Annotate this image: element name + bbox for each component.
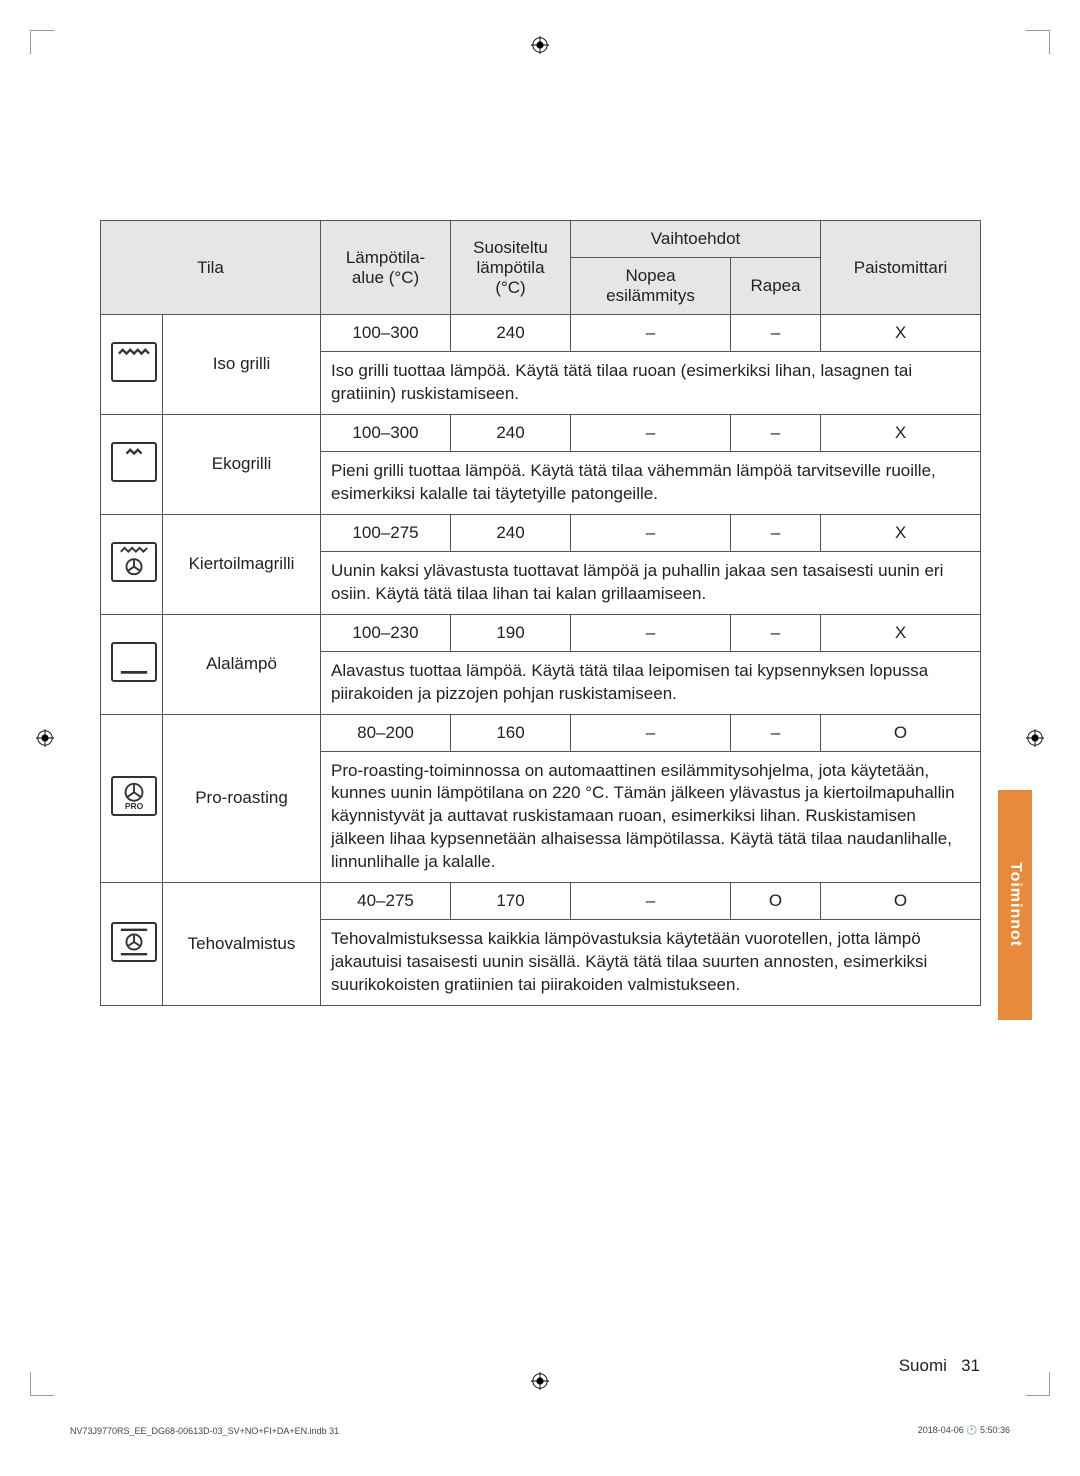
cell-rapea: – (731, 714, 821, 751)
mode-name: Pro-roasting (163, 714, 321, 883)
th-vaihtoehdot: Vaihtoehdot (571, 221, 821, 258)
table-row: PROPro-roasting80–200160––O (101, 714, 981, 751)
table-row: Alalämpö100–230190––X (101, 614, 981, 651)
mode-icon (111, 542, 157, 582)
th-rapea: Rapea (731, 258, 821, 315)
mode-description: Iso grilli tuottaa lämpöä. Käytä tätä ti… (321, 352, 981, 415)
modes-table: Tila Lämpötila-alue (°C) Suositeltu lämp… (100, 220, 981, 1006)
th-tila: Tila (101, 221, 321, 315)
cell-range: 100–230 (321, 614, 451, 651)
cell-probe: X (821, 315, 981, 352)
cell-range: 40–275 (321, 883, 451, 920)
table-row: Ekogrilli100–300240––X (101, 414, 981, 451)
mode-icon-cell (101, 514, 163, 614)
mode-icon-cell: PRO (101, 714, 163, 883)
cell-range: 80–200 (321, 714, 451, 751)
mode-description: Tehovalmistuksessa kaikkia lämpövastuksi… (321, 920, 981, 1006)
th-suositeltu: Suositeltu lämpötila (°C) (451, 221, 571, 315)
mode-icon (111, 922, 157, 962)
svg-text:PRO: PRO (125, 801, 144, 811)
cell-rapea: – (731, 414, 821, 451)
cell-range: 100–300 (321, 414, 451, 451)
cell-probe: O (821, 883, 981, 920)
mode-description: Pro-roasting-toiminnossa on automaattine… (321, 751, 981, 883)
registration-mark-icon (530, 1371, 550, 1391)
cell-rapea: O (731, 883, 821, 920)
section-tab: Toiminnot (998, 790, 1032, 1020)
mode-name: Ekogrilli (163, 414, 321, 514)
mode-icon (111, 442, 157, 482)
mode-name: Alalämpö (163, 614, 321, 714)
cell-nopea: – (571, 414, 731, 451)
mode-icon-cell (101, 315, 163, 415)
mode-description: Pieni grilli tuottaa lämpöä. Käytä tätä … (321, 451, 981, 514)
cell-nopea: – (571, 714, 731, 751)
mode-icon: PRO (111, 776, 157, 816)
cell-temp: 240 (451, 315, 571, 352)
cell-temp: 190 (451, 614, 571, 651)
mode-icon-cell (101, 883, 163, 1006)
cell-range: 100–300 (321, 315, 451, 352)
mode-description: Alavastus tuottaa lämpöä. Käytä tätä til… (321, 651, 981, 714)
cell-probe: X (821, 514, 981, 551)
print-timestamp: 2018-04-06 🕐 5:50:36 (918, 1425, 1010, 1436)
mode-icon (111, 342, 157, 382)
page-footer: Suomi 31 (899, 1356, 980, 1376)
th-paistomittari: Paistomittari (821, 221, 981, 315)
cell-rapea: – (731, 614, 821, 651)
cell-nopea: – (571, 514, 731, 551)
mode-icon (111, 642, 157, 682)
mode-icon-cell (101, 614, 163, 714)
print-filename: NV73J9770RS_EE_DG68-00613D-03_SV+NO+FI+D… (70, 1426, 339, 1436)
cell-nopea: – (571, 614, 731, 651)
th-nopea: Nopea esilämmitys (571, 258, 731, 315)
footer-language: Suomi (899, 1356, 947, 1375)
cell-range: 100–275 (321, 514, 451, 551)
crop-mark (1026, 1372, 1050, 1396)
mode-description: Uunin kaksi ylävastusta tuottavat lämpöä… (321, 551, 981, 614)
page-content: Tila Lämpötila-alue (°C) Suositeltu lämp… (0, 0, 1080, 1106)
footer-page-number: 31 (961, 1356, 980, 1375)
cell-temp: 240 (451, 514, 571, 551)
th-lampotila-alue: Lämpötila-alue (°C) (321, 221, 451, 315)
mode-name: Kiertoilmagrilli (163, 514, 321, 614)
table-row: Iso grilli100–300240––X (101, 315, 981, 352)
crop-mark (30, 1372, 54, 1396)
table-body: Iso grilli100–300240––XIso grilli tuotta… (101, 315, 981, 1006)
cell-nopea: – (571, 883, 731, 920)
cell-probe: X (821, 414, 981, 451)
cell-temp: 240 (451, 414, 571, 451)
table-row: Kiertoilmagrilli100–275240––X (101, 514, 981, 551)
table-header: Tila Lämpötila-alue (°C) Suositeltu lämp… (101, 221, 981, 315)
mode-icon-cell (101, 414, 163, 514)
mode-name: Tehovalmistus (163, 883, 321, 1006)
cell-probe: X (821, 614, 981, 651)
cell-probe: O (821, 714, 981, 751)
cell-nopea: – (571, 315, 731, 352)
cell-rapea: – (731, 315, 821, 352)
cell-temp: 160 (451, 714, 571, 751)
mode-name: Iso grilli (163, 315, 321, 415)
cell-temp: 170 (451, 883, 571, 920)
cell-rapea: – (731, 514, 821, 551)
table-row: Tehovalmistus40–275170–OO (101, 883, 981, 920)
